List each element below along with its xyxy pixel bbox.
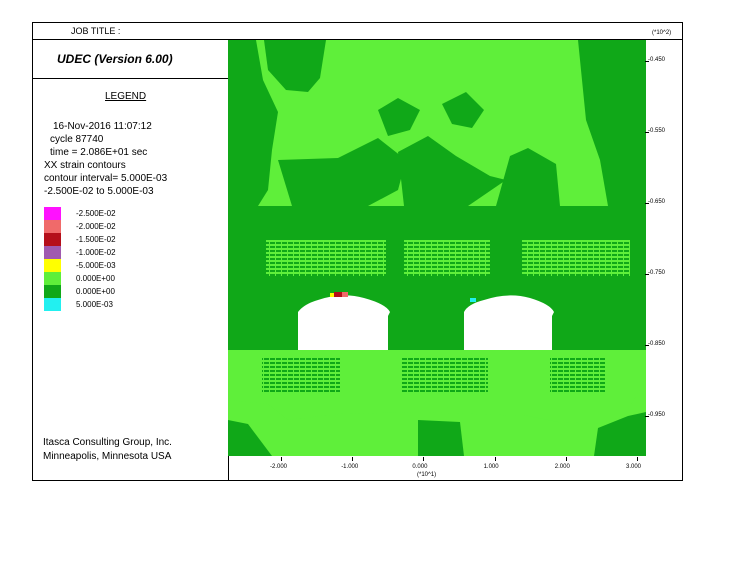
x-tick-label: -1.000: [341, 464, 359, 470]
contour-region: [418, 420, 464, 456]
legend-contour-interval: contour interval= 5.000E-03: [44, 173, 168, 184]
x-tick-mark: [637, 457, 638, 461]
contour-region: [578, 40, 646, 206]
x-tick-mark: [352, 457, 354, 461]
x-tick-mark: [281, 457, 282, 461]
legend-cycle: cycle 87740: [50, 134, 104, 145]
hatched-zone: [402, 358, 488, 392]
excavation-left: [298, 295, 390, 350]
legend-swatch: [44, 220, 61, 233]
y-tick-label: -0.450: [648, 57, 666, 63]
company-location: Minneapolis, Minnesota USA: [43, 451, 172, 462]
x-axis-exponent: (*10^1): [417, 472, 437, 478]
legend-swatch-label: -1.500E-02: [76, 235, 116, 244]
strain-marker: [334, 292, 342, 297]
contour-region: [442, 92, 484, 128]
legend-panel: UDEC (Version 6.00) LEGEND 16-Nov-2016 1…: [33, 40, 229, 480]
legend-time: time = 2.086E+01 sec: [50, 147, 148, 158]
strain-marker: [470, 298, 476, 302]
contour-region: [264, 40, 326, 92]
legend-swatch-label: -1.000E-02: [76, 248, 116, 257]
x-tick-label: -2.000: [270, 464, 288, 470]
legend-swatch: [44, 259, 61, 272]
legend-contour-range: -2.500E-02 to 5.000E-03: [44, 186, 154, 197]
y-tick-mark: [645, 345, 649, 346]
job-title: JOB TITLE :: [71, 26, 121, 36]
y-tick-mark: [645, 132, 649, 133]
hatched-zone: [262, 358, 340, 392]
contour-region: [398, 136, 506, 206]
x-tick-mark: [565, 457, 567, 461]
legend-swatch-label: -5.000E-03: [76, 261, 116, 270]
x-tick-label: 1.000: [483, 464, 499, 470]
contour-region: [594, 412, 646, 456]
legend-contour-type: XX strain contours: [44, 160, 126, 171]
y-tick-label: -0.950: [648, 412, 666, 418]
legend-heading: LEGEND: [105, 91, 147, 102]
y-tick-mark: [645, 274, 649, 275]
legend-swatch: [44, 272, 61, 285]
y-axis-exponent: (*10^2): [652, 30, 672, 36]
legend-swatch: [44, 246, 61, 259]
legend-swatch-label: -2.500E-02: [76, 209, 116, 218]
y-tick-mark: [645, 61, 649, 62]
hatched-zone: [266, 240, 386, 276]
x-tick-mark: [494, 457, 496, 461]
y-tick-label: -0.750: [648, 270, 666, 276]
legend-swatch-label: 5.000E-03: [76, 300, 113, 309]
legend-swatch-label: 0.000E+00: [76, 287, 115, 296]
y-tick-label: -0.650: [648, 199, 666, 205]
legend-date: 16-Nov-2016 11:07:12: [53, 121, 152, 132]
strain-contour-plot: [228, 40, 646, 456]
plot-frame: JOB TITLE : UDEC (Version 6.00) LEGEND 1…: [32, 22, 683, 481]
hatched-zone: [522, 240, 630, 276]
strain-marker: [330, 293, 334, 297]
legend-swatch-label: -2.000E-02: [76, 222, 116, 231]
x-tick-label: 2.000: [554, 464, 570, 470]
excavation-right: [464, 295, 554, 350]
x-tick-mark: [423, 457, 425, 461]
y-tick-mark: [645, 416, 649, 417]
legend-swatch: [44, 298, 61, 311]
strain-marker: [342, 292, 348, 297]
legend-swatch: [44, 207, 61, 220]
x-tick-label: 0.000: [412, 464, 428, 470]
y-tick-label: -0.550: [648, 128, 666, 134]
contour-region: [228, 420, 272, 456]
header-divider: [33, 39, 682, 40]
legend-swatch: [44, 285, 61, 298]
contour-region: [378, 98, 420, 136]
contour-region: [228, 40, 278, 206]
title-divider: [33, 78, 228, 79]
x-tick-label: 3.000: [626, 464, 642, 470]
hatched-zone: [404, 240, 490, 276]
hatched-zone: [550, 358, 606, 392]
legend-swatch: [44, 233, 61, 246]
app-title: UDEC (Version 6.00): [57, 52, 173, 66]
contour-region: [278, 138, 406, 206]
contour-band: [228, 206, 646, 244]
y-tick-label: -0.850: [648, 341, 666, 347]
contour-region: [496, 148, 560, 206]
company-name: Itasca Consulting Group, Inc.: [43, 437, 172, 448]
legend-swatch-label: 0.000E+00: [76, 274, 115, 283]
y-tick-mark: [645, 203, 649, 204]
